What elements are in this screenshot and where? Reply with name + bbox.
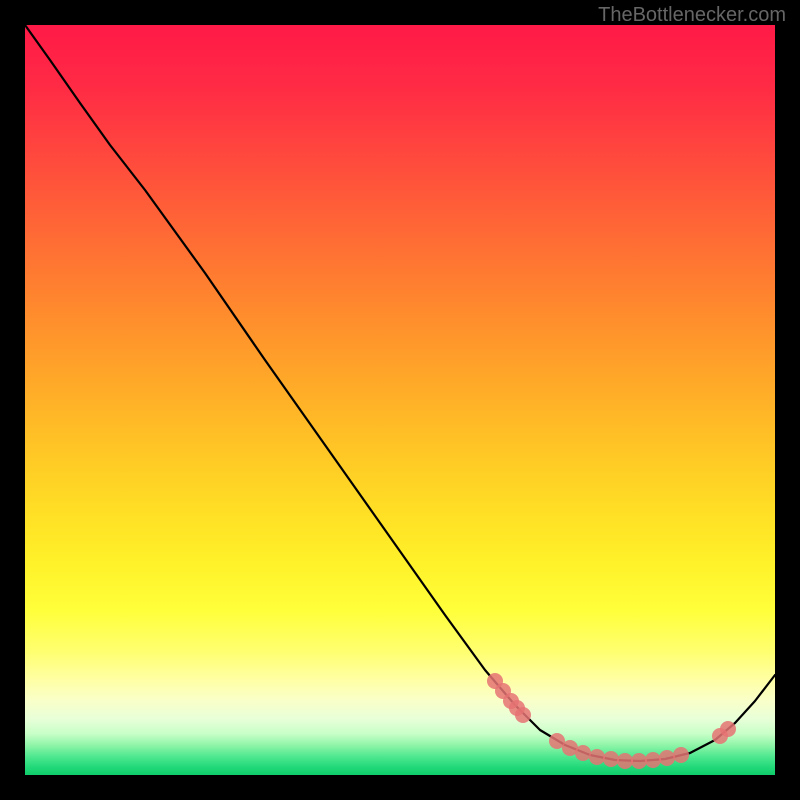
data-marker xyxy=(720,721,736,737)
data-marker xyxy=(673,747,689,763)
data-marker xyxy=(575,745,591,761)
data-marker xyxy=(515,707,531,723)
data-marker xyxy=(617,753,633,769)
watermark-text: TheBottlenecker.com xyxy=(598,4,786,27)
chart-overlay xyxy=(25,25,775,775)
data-marker xyxy=(645,752,661,768)
data-markers xyxy=(487,673,736,769)
plot-area xyxy=(25,25,775,775)
bottleneck-curve xyxy=(25,25,775,761)
data-marker xyxy=(659,750,675,766)
data-marker xyxy=(631,753,647,769)
data-marker xyxy=(603,751,619,767)
data-marker xyxy=(589,749,605,765)
